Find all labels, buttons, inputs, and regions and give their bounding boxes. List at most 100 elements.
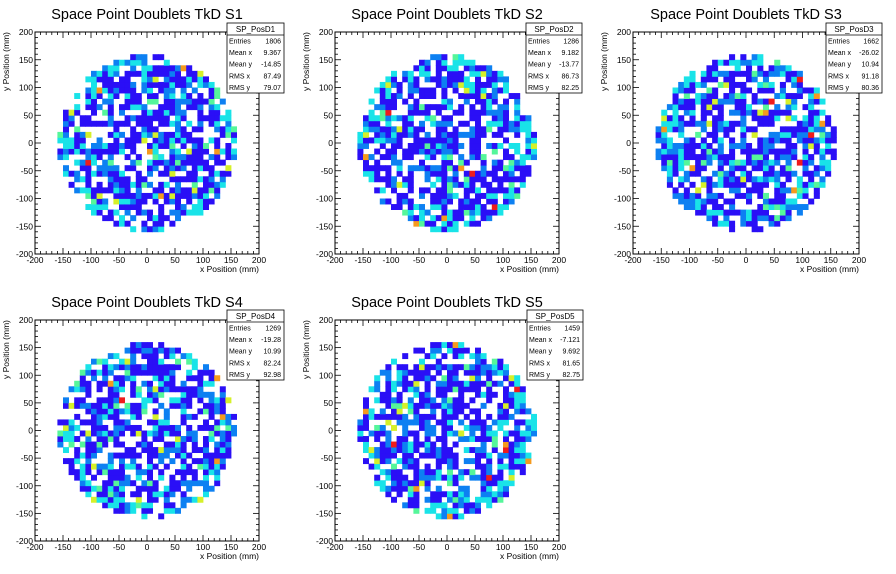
heatmap-cell bbox=[197, 98, 204, 105]
heatmap-cell bbox=[430, 148, 437, 155]
heatmap-cell bbox=[458, 397, 465, 404]
heatmap-cell bbox=[672, 154, 679, 161]
heatmap-cell bbox=[91, 187, 97, 194]
heatmap-cell bbox=[169, 458, 176, 465]
heatmap-cell bbox=[441, 226, 448, 233]
heatmap-cell bbox=[430, 198, 437, 205]
heatmap-cell bbox=[391, 452, 397, 459]
heatmap-cell bbox=[79, 143, 86, 149]
heatmap-cell bbox=[723, 170, 730, 177]
heatmap-cell bbox=[666, 126, 673, 133]
heatmap-cell bbox=[475, 452, 481, 459]
heatmap-cell bbox=[197, 81, 204, 88]
heatmap-cell bbox=[475, 198, 481, 205]
heatmap-cell bbox=[163, 93, 170, 99]
y-tick-label: -50 bbox=[21, 453, 34, 463]
x-tick-label: 150 bbox=[224, 542, 238, 552]
heatmap-cell bbox=[68, 469, 75, 476]
heatmap-cell bbox=[147, 347, 153, 354]
heatmap-cell bbox=[396, 93, 403, 99]
heatmap-cell bbox=[68, 424, 75, 431]
heatmap-cell bbox=[107, 159, 114, 166]
heatmap-cell bbox=[396, 81, 403, 88]
heatmap-cell bbox=[147, 159, 153, 166]
heatmap-cell bbox=[130, 215, 137, 222]
heatmap-cell bbox=[119, 430, 125, 437]
x-tick-label: -50 bbox=[113, 542, 126, 552]
heatmap-cell bbox=[219, 115, 226, 122]
heatmap-cell bbox=[514, 165, 521, 172]
heatmap-cell bbox=[463, 59, 470, 66]
heatmap-cell bbox=[447, 408, 453, 415]
heatmap-cell bbox=[746, 215, 753, 222]
heatmap-cell bbox=[96, 424, 103, 431]
heatmap-cell bbox=[186, 436, 193, 442]
heatmap-cell bbox=[197, 143, 204, 149]
heatmap-cell bbox=[74, 176, 81, 183]
heatmap-cell bbox=[180, 397, 187, 404]
heatmap-cell bbox=[186, 154, 193, 161]
heatmap-cell bbox=[219, 408, 226, 415]
heatmap-cell bbox=[396, 181, 403, 188]
heatmap-cell bbox=[130, 65, 137, 72]
heatmap-cell bbox=[695, 98, 702, 105]
heatmap-cell bbox=[175, 447, 181, 454]
heatmap-cell bbox=[508, 126, 515, 133]
heatmap-cell bbox=[124, 402, 131, 409]
heatmap-cell bbox=[751, 220, 758, 227]
heatmap-cell bbox=[717, 204, 724, 210]
heatmap-cell bbox=[407, 165, 414, 172]
heatmap-cell bbox=[475, 170, 481, 177]
heatmap-cell bbox=[219, 419, 226, 426]
heatmap-cell bbox=[695, 93, 702, 99]
heatmap-cell bbox=[96, 469, 103, 476]
heatmap-cell bbox=[486, 397, 493, 404]
heatmap-cell bbox=[175, 436, 181, 442]
heatmap-cell bbox=[396, 143, 403, 149]
heatmap-cell bbox=[740, 59, 747, 66]
heatmap-cell bbox=[191, 391, 198, 398]
heatmap-cell bbox=[231, 137, 237, 144]
heatmap-cell bbox=[447, 220, 453, 227]
heatmap-cell bbox=[147, 209, 153, 216]
heatmap-cell bbox=[672, 109, 679, 116]
heatmap-cell bbox=[63, 170, 69, 177]
heatmap-cell bbox=[385, 441, 392, 448]
heatmap-cell bbox=[813, 170, 820, 177]
heatmap-cell bbox=[712, 204, 719, 210]
heatmap-cell bbox=[430, 375, 437, 382]
heatmap-cell bbox=[723, 159, 730, 166]
heatmap-cell bbox=[379, 143, 386, 149]
heatmap-cell bbox=[435, 452, 442, 459]
heatmap-cell bbox=[113, 386, 120, 393]
heatmap-cell bbox=[458, 391, 465, 398]
heatmap-cell bbox=[678, 143, 685, 149]
heatmap-cell bbox=[96, 76, 103, 83]
heatmap-cell bbox=[163, 131, 170, 138]
heatmap-cell bbox=[169, 81, 176, 88]
heatmap-cell bbox=[463, 209, 470, 216]
heatmap-cell bbox=[424, 115, 431, 122]
heatmap-cell bbox=[219, 436, 226, 442]
heatmap-cell bbox=[197, 192, 204, 199]
heatmap-cell bbox=[508, 159, 515, 166]
heatmap-cell bbox=[96, 419, 103, 426]
heatmap-cell bbox=[391, 104, 397, 111]
heatmap-cell bbox=[385, 170, 392, 177]
heatmap-cell bbox=[666, 143, 673, 149]
stats-row-value: -7.121 bbox=[560, 337, 580, 344]
heatmap-cell bbox=[508, 480, 515, 487]
heatmap-cell bbox=[363, 126, 369, 133]
heatmap-cell bbox=[830, 131, 837, 138]
heatmap-cell bbox=[503, 154, 509, 161]
heatmap-cell bbox=[130, 143, 137, 149]
heatmap-cell bbox=[85, 204, 92, 210]
heatmap-cell bbox=[107, 76, 114, 83]
heatmap-cell bbox=[147, 485, 153, 492]
heatmap-cell bbox=[519, 441, 526, 448]
heatmap-cell bbox=[791, 170, 798, 177]
heatmap-cell bbox=[91, 93, 97, 99]
heatmap-cell bbox=[424, 131, 431, 138]
heatmap-cell bbox=[175, 215, 181, 222]
heatmap-cell bbox=[130, 342, 137, 349]
